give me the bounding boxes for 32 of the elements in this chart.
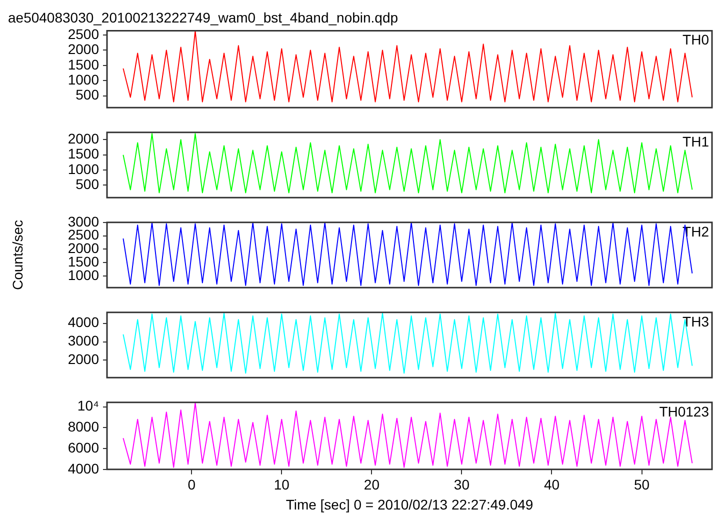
y-tick-label: 2000 bbox=[68, 240, 100, 256]
y-tick-label: 1500 bbox=[68, 146, 100, 162]
x-tick-label: 50 bbox=[634, 476, 650, 493]
y-tick-label: 4000 bbox=[68, 460, 100, 476]
y-tick-label: 2000 bbox=[68, 351, 100, 368]
y-tick-label: 1500 bbox=[68, 56, 100, 72]
series-label: TH0 bbox=[682, 32, 710, 48]
y-tick-label: 10⁴ bbox=[77, 398, 99, 414]
y-tick-label: 500 bbox=[76, 176, 100, 192]
y-tick-label: 2000 bbox=[68, 130, 100, 147]
x-tick-label: 40 bbox=[544, 476, 560, 493]
y-axis-title: Counts/sec bbox=[9, 220, 26, 290]
x-axis-title: Time [sec] 0 = 2010/02/13 22:27:49.049 bbox=[286, 496, 534, 512]
x-tick-label: 30 bbox=[454, 476, 470, 493]
y-tick-label: 1000 bbox=[68, 71, 100, 88]
y-tick-label: 2000 bbox=[68, 41, 100, 58]
series-label: TH3 bbox=[682, 313, 710, 330]
x-tick-label: 20 bbox=[364, 476, 380, 493]
y-tick-label: 4000 bbox=[68, 314, 100, 330]
y-tick-label: 6000 bbox=[68, 439, 100, 456]
y-tick-label: 2500 bbox=[68, 26, 100, 42]
y-tick-label: 3000 bbox=[68, 332, 100, 349]
series-label: TH1 bbox=[682, 133, 710, 150]
y-tick-label: 1000 bbox=[68, 160, 100, 177]
y-tick-label: 3000 bbox=[68, 213, 100, 230]
chart-title: ae504083030_20100213222749_wam0_bst_4band_nobin.qdp bbox=[8, 9, 398, 26]
y-tick-label: 8000 bbox=[68, 418, 100, 435]
series-label: TH0123 bbox=[659, 403, 710, 420]
x-tick-label: 0 bbox=[188, 476, 196, 493]
x-tick-label: 10 bbox=[274, 476, 290, 493]
y-tick-label: 2500 bbox=[68, 226, 100, 243]
y-tick-label: 500 bbox=[76, 86, 100, 103]
